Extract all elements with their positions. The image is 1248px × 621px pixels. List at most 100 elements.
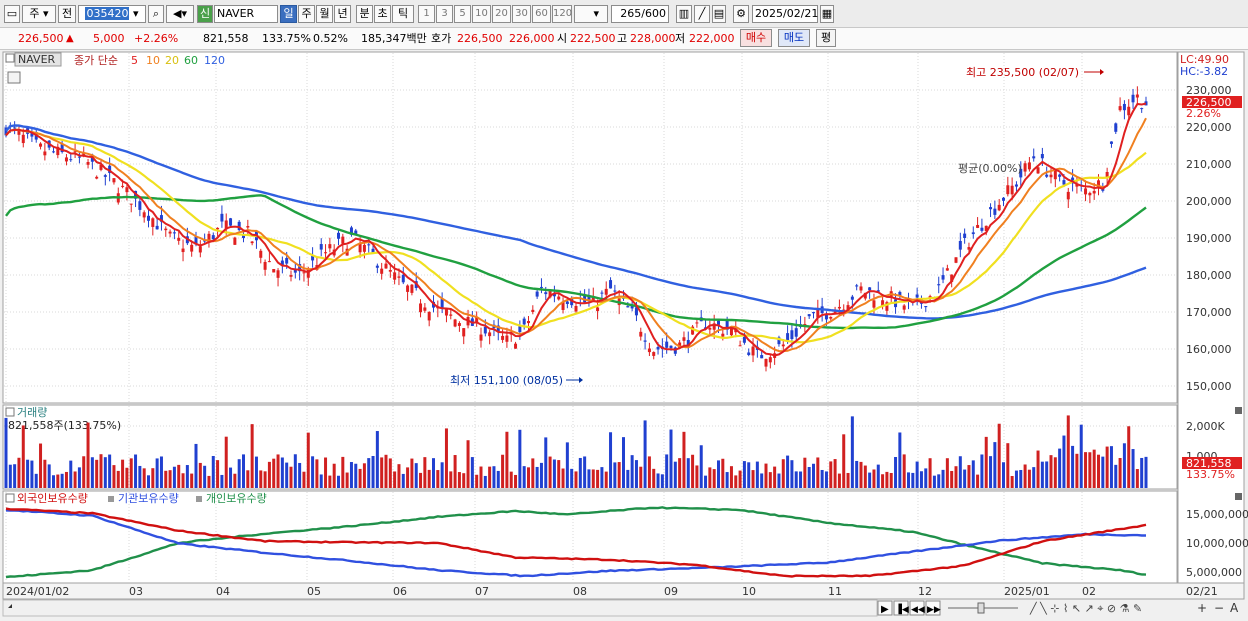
buy-button[interactable]: 매수 [740,29,772,47]
volume-bar [1075,453,1079,488]
gear-icon[interactable]: ⚙ [733,5,749,23]
volume-bar [298,462,302,488]
volume-bar [924,468,928,488]
sell-button[interactable]: 매도 [778,29,810,47]
date-field[interactable]: 2025/02/21 [752,5,818,23]
volume-bar [181,473,185,488]
volume-bar [1127,426,1131,488]
price-panel[interactable] [2,51,1178,404]
volume-bar [462,473,466,488]
interval-10[interactable]: 10 [472,5,491,23]
volume-bar [77,467,81,488]
volume-bar [159,456,163,488]
window-menu-icon[interactable]: ▭ [4,5,20,23]
interval-120[interactable]: 120 [552,5,572,23]
candle-body [354,230,358,235]
interval-custom-select[interactable]: ▾ [574,5,608,23]
search-icon[interactable]: ⌕ [148,5,164,23]
volume-bar [56,474,60,488]
prev-page-button[interactable] [909,600,925,616]
interval-20[interactable]: 20 [492,5,511,23]
tab-year[interactable]: 년 [334,5,351,23]
eval-button[interactable]: 평 [816,29,836,47]
first-button[interactable] [893,600,909,616]
volume-bar [514,474,518,488]
candle-body [1118,106,1122,111]
volume-bar [786,455,790,488]
holding-panel[interactable] [2,490,1178,584]
volume-bar [574,471,578,488]
tab-minute[interactable]: 분 [356,5,373,23]
volume-bar [911,472,915,488]
grid-toggle-icon[interactable] [7,71,21,84]
interval-60[interactable]: 60 [532,5,551,23]
volume-bar [216,460,220,488]
candle-body [427,312,431,321]
count-field[interactable]: 265/600 [611,5,669,23]
interval-5[interactable]: 5 [454,5,471,23]
zoom-slider-handle[interactable] [977,602,985,614]
stock-tag-box [14,52,62,67]
candle-icon[interactable]: ▥ [676,5,692,23]
volume-bar [647,456,651,488]
volume-menu-icon[interactable] [5,407,15,417]
tab-second[interactable]: 초 [374,5,391,23]
volume-bar [147,475,150,488]
stock-name-field[interactable]: NAVER [214,5,278,23]
volume-bar [712,469,716,488]
font-size-icon[interactable]: A [1230,601,1239,615]
prev-button[interactable]: 전 [58,5,76,23]
scroll-left-icon[interactable] [8,604,12,612]
holding-close-icon[interactable] [1235,493,1242,500]
candle-body [324,252,328,254]
volume-bar [898,432,902,488]
panel-menu-icon[interactable] [5,53,15,63]
tab-week[interactable]: 주 [298,5,315,23]
volume-bar [695,465,699,488]
volume-bar [190,473,194,488]
candle-body [764,358,768,367]
drawing-tools-icons[interactable]: ╱ ╲ ⊹ ⌇ ↖ ↗ ⌖ ⊘ ⚗ ✎ [1029,601,1142,615]
volume-bar [626,469,630,488]
candle-body [971,232,975,235]
scroll-right-button[interactable] [877,600,893,616]
period-type-select[interactable]: 주 ▾ [22,5,56,23]
candle-body [557,296,561,300]
tab-month[interactable]: 월 [316,5,333,23]
holding-menu-icon[interactable] [5,493,15,503]
candle-body [803,324,807,326]
calendar-icon[interactable]: ▦ [820,5,834,23]
volume-bar [915,461,919,488]
volume-bar [820,469,824,488]
volume-close-icon[interactable] [1235,407,1242,414]
tab-day[interactable]: 일 [280,5,297,23]
draw-icon[interactable]: ╱ [694,5,710,23]
candle-body [1036,167,1040,174]
volume-bar [1092,449,1096,488]
volume-bar [276,454,280,488]
interval-1[interactable]: 1 [418,5,435,23]
candle-body [311,256,315,261]
candle-body [781,344,785,347]
interval-3[interactable]: 3 [436,5,453,23]
candle-body [216,227,220,230]
volume-bar [354,463,358,488]
candle-body [1092,190,1096,194]
zoom-in-icon[interactable]: + [1197,601,1207,615]
volume-bar [172,466,176,488]
volume-bar [522,466,526,488]
stock-chart[interactable]: NAVER 종가 단순 5 10 20 60 120 최고 235,500 (0… [0,50,1248,621]
interval-30[interactable]: 30 [512,5,531,23]
horizontal-scrollbar[interactable] [2,599,878,617]
volume-bar [954,466,958,488]
volume-bar [1014,470,1018,488]
next-page-button[interactable] [925,600,941,616]
candle-body [958,240,962,250]
volume-bar [889,472,893,488]
zoom-out-icon[interactable]: − [1214,601,1224,615]
sound-icon[interactable]: ◀▾ [166,5,194,23]
tab-tick[interactable]: 틱 [392,5,414,23]
save-icon[interactable]: ▤ [712,5,726,23]
price-y-tick: 190,000 [1186,232,1232,245]
stock-code-input[interactable]: 035420 ▾ [78,5,146,23]
